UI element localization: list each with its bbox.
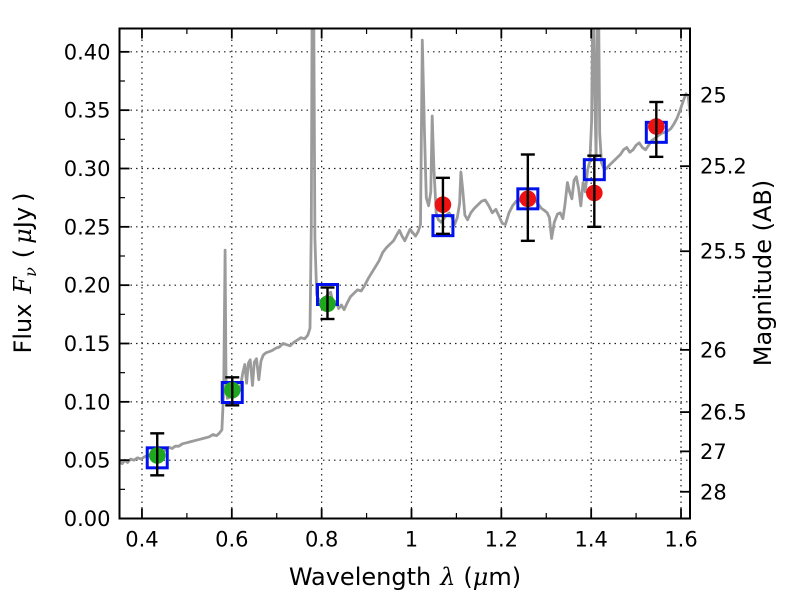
flux-symbol: F bbox=[9, 276, 37, 295]
x-tick-label: 0.6 bbox=[215, 528, 248, 552]
grid-layer bbox=[119, 28, 690, 519]
x-tick-label: 0.4 bbox=[125, 528, 158, 552]
mu-symbol-flux: μ bbox=[9, 228, 37, 244]
mag-tick-label: 25.2 bbox=[700, 155, 747, 179]
y-tick-label: 0.10 bbox=[64, 390, 111, 414]
tick-layer bbox=[119, 28, 690, 520]
flux-unit-text: Jy bbox=[9, 207, 37, 230]
tick-label-layer: 0.4 0.6 0.8 1 1.2 1.4 1.6 0.00 0.05 0.10 0.15 0.20 0… bbox=[64, 40, 747, 551]
x-tick-label: 1.4 bbox=[574, 528, 607, 552]
mag-tick-label: 26 bbox=[700, 338, 727, 362]
x-tick-label: 1 bbox=[405, 528, 418, 552]
x-tick-label: 0.8 bbox=[305, 528, 338, 552]
mag-tick-label: 27 bbox=[700, 440, 727, 464]
y-tick-label: 0.40 bbox=[64, 40, 111, 64]
y-tick-label: 0.00 bbox=[64, 507, 111, 531]
x-tick-label: 1.2 bbox=[485, 528, 518, 552]
y-tick-label: 0.05 bbox=[64, 449, 111, 473]
y-tick-label: 0.30 bbox=[64, 157, 111, 181]
flux-unit-open-paren: ( bbox=[9, 249, 37, 258]
mu-symbol: μ bbox=[473, 563, 489, 591]
x-axis-label-paren: ( bbox=[463, 563, 472, 591]
lambda-symbol: λ bbox=[439, 563, 455, 591]
flux-unit-close-paren: ) bbox=[9, 193, 37, 202]
y-tick-label: 0.20 bbox=[64, 274, 111, 298]
errorbar-layer bbox=[150, 100, 664, 477]
mag-tick-label: 26.5 bbox=[700, 401, 747, 425]
model-spectrum-line bbox=[119, 28, 690, 466]
plot-border bbox=[118, 27, 691, 520]
mag-tick-label: 25 bbox=[700, 83, 727, 107]
y-tick-label: 0.35 bbox=[64, 99, 111, 123]
mag-tick-label: 25.5 bbox=[700, 240, 747, 264]
nu-subscript: ν bbox=[21, 267, 40, 277]
y-tick-label: 0.25 bbox=[64, 215, 111, 239]
x-tick-label: 1.6 bbox=[664, 528, 697, 552]
flux-label-text: Flux bbox=[9, 304, 37, 354]
y-axis-label-right: Magnitude (AB) bbox=[749, 180, 777, 366]
y-tick-label: 0.15 bbox=[64, 332, 111, 356]
x-axis-label-unit: m) bbox=[488, 563, 521, 591]
x-axis-label-text: Wavelength bbox=[289, 563, 431, 591]
x-axis-label: Wavelength λ (μm) bbox=[289, 563, 521, 591]
mag-tick-label: 28 bbox=[700, 480, 727, 504]
spectrum-layer bbox=[119, 28, 690, 466]
y-axis-label-left: Flux Fν ( μJy) bbox=[9, 193, 40, 354]
plot-area: 0.4 0.6 0.8 1 1.2 1.4 1.6 0.00 0.05 0.10 0.15 0.20 0… bbox=[64, 27, 747, 552]
